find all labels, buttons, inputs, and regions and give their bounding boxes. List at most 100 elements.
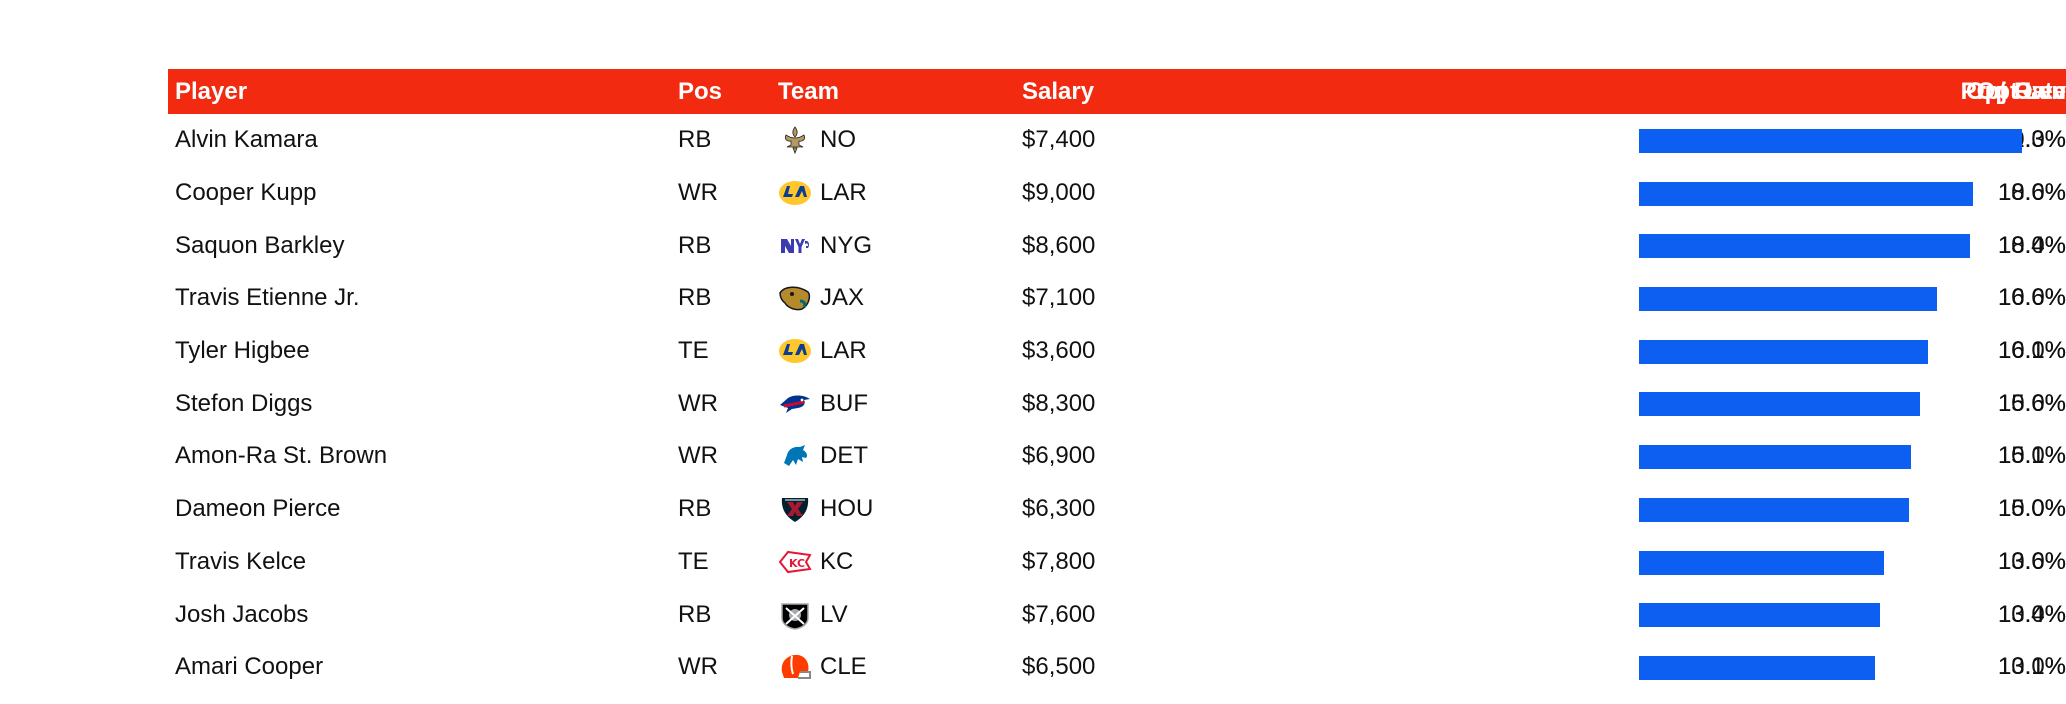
player-team: CLE xyxy=(778,641,867,694)
player-position: RB xyxy=(678,126,712,154)
player-name: Travis Etienne Jr. xyxy=(175,284,360,312)
player-position: RB xyxy=(678,600,712,628)
team-abbrev: LAR xyxy=(820,179,867,207)
player-position: RB xyxy=(678,495,712,523)
team-abbrev: DET xyxy=(820,442,868,470)
giants-logo-icon xyxy=(778,231,812,261)
col-header-opt-rate[interactable]: Opt Rate xyxy=(1965,77,2066,105)
opt-lev-bar xyxy=(1639,339,1928,364)
table-row[interactable]: Dameon Pierce RB HOU $6,300 0.0% 15.0% 1… xyxy=(168,483,2066,536)
raiders-logo-icon xyxy=(778,600,812,630)
opt-lev-bar-track xyxy=(1639,392,2059,417)
player-position: TE xyxy=(678,337,709,365)
table-row[interactable]: Amon-Ra St. Brown WR DET $6,900 0.0% 15.… xyxy=(168,430,2066,483)
opt-lev-bar xyxy=(1639,655,1875,680)
team-abbrev: LV xyxy=(820,600,848,628)
table-row[interactable]: Josh Jacobs RB LV $7,600 0.0% 13.4% 13.4… xyxy=(168,588,2066,641)
opt-rate-value: 16.6% xyxy=(1997,284,2066,312)
opt-lev-bar xyxy=(1639,392,1920,417)
team-abbrev: CLE xyxy=(820,653,867,681)
opt-lev-bar xyxy=(1639,445,1911,470)
opt-lev-bar-track xyxy=(1639,234,2059,259)
player-position: RB xyxy=(678,231,712,259)
opt-lev-bar-track xyxy=(1639,181,2059,206)
proj-own-value: 0.0% xyxy=(2011,600,2066,628)
proj-own-value: 0.0% xyxy=(2011,495,2066,523)
player-salary: $6,300 xyxy=(1022,495,1096,523)
player-position: WR xyxy=(678,442,718,470)
table-row[interactable]: Cooper Kupp WR LAR $9,000 0.0% 18.6% 18.… xyxy=(168,167,2066,220)
player-team: BUF xyxy=(778,377,868,430)
opt-lev-bar xyxy=(1639,497,1909,522)
player-position: WR xyxy=(678,653,718,681)
player-team: JAX xyxy=(778,272,864,325)
table-row[interactable]: Alvin Kamara RB NO $7,400 0.0% 21.3% 21.… xyxy=(168,114,2066,167)
opt-lev-bar-track xyxy=(1639,655,2059,680)
team-abbrev: KC xyxy=(820,547,854,575)
player-salary: $6,500 xyxy=(1022,653,1096,681)
proj-own-value: 0.0% xyxy=(2011,284,2066,312)
player-team: KC KC xyxy=(778,536,853,589)
proj-own-value: 0.0% xyxy=(2011,442,2066,470)
player-team: NYG xyxy=(778,219,872,272)
opt-rate-value: 15.0% xyxy=(1997,495,2066,523)
table-row[interactable]: Travis Etienne Jr. RB JAX $7,100 0.0% 16… xyxy=(168,272,2066,325)
opt-lev-value: 13.6% xyxy=(1997,547,2066,575)
texans-logo-icon xyxy=(778,494,812,524)
team-abbrev: NYG xyxy=(820,231,873,259)
team-abbrev: BUF xyxy=(820,389,868,417)
col-header-pos[interactable]: Pos xyxy=(678,77,723,105)
opt-lev-bar-track xyxy=(1639,129,2059,153)
opt-lev-value: 15.0% xyxy=(1997,495,2066,523)
lions-logo-icon xyxy=(778,441,812,471)
player-name: Alvin Kamara xyxy=(175,126,318,154)
player-salary: $7,800 xyxy=(1022,547,1096,575)
player-name: Josh Jacobs xyxy=(175,600,309,628)
opt-lev-bar xyxy=(1639,550,1884,575)
player-position: WR xyxy=(678,179,718,207)
team-abbrev: NO xyxy=(820,126,856,154)
opt-lev-bar xyxy=(1639,129,2022,153)
player-salary: $3,600 xyxy=(1022,337,1096,365)
jaguars-logo-icon xyxy=(778,283,812,313)
player-salary: $8,600 xyxy=(1022,231,1096,259)
proj-own-value: 0.0% xyxy=(2011,389,2066,417)
col-header-player[interactable]: Player xyxy=(175,77,248,105)
player-team: LAR xyxy=(778,167,867,220)
col-header-proj-own[interactable]: Proj Own xyxy=(1960,77,2066,105)
opt-lev-value: 13.4% xyxy=(1997,600,2066,628)
table-header: Player Pos Team Salary Proj Own Opt Rate… xyxy=(168,69,2066,114)
opt-lev-bar-track xyxy=(1639,603,2059,628)
opt-lev-value: 16.6% xyxy=(1997,284,2066,312)
table-row[interactable]: Stefon Diggs WR BUF $8,300 0.0% 15.6% 15… xyxy=(168,377,2066,430)
player-team: LAR xyxy=(778,325,867,378)
opt-rate-value: 13.4% xyxy=(1997,600,2066,628)
opt-lev-value: 15.6% xyxy=(1997,389,2066,417)
bills-logo-icon xyxy=(778,389,812,419)
opt-lev-value: 18.4% xyxy=(1997,231,2066,259)
table-row[interactable]: Tyler Higbee TE LAR $3,600 0.0% 16.1% 16… xyxy=(168,325,2066,378)
col-header-team[interactable]: Team xyxy=(778,77,839,105)
col-header-salary[interactable]: Salary xyxy=(1022,77,1095,105)
opt-lev-bar xyxy=(1639,234,1970,259)
player-position: RB xyxy=(678,284,712,312)
player-name: Tyler Higbee xyxy=(175,337,310,365)
opt-rate-value: 15.6% xyxy=(1997,389,2066,417)
player-salary: $7,400 xyxy=(1022,126,1096,154)
opt-rate-value: 18.4% xyxy=(1997,231,2066,259)
player-name: Travis Kelce xyxy=(175,547,307,575)
opt-lev-value: 16.1% xyxy=(1997,337,2066,365)
col-header-opt-lev[interactable]: Opt Lev xyxy=(1976,77,2066,105)
opt-lev-value: 15.1% xyxy=(1997,442,2066,470)
team-abbrev: HOU xyxy=(820,495,874,523)
player-name: Amari Cooper xyxy=(175,653,324,681)
player-name: Dameon Pierce xyxy=(175,495,341,523)
table-row[interactable]: Travis Kelce TE KC KC $7,800 0.0% 13.6% 1… xyxy=(168,536,2066,589)
opt-lev-bar-track xyxy=(1639,445,2059,470)
player-name: Cooper Kupp xyxy=(175,179,317,207)
table-row[interactable]: Saquon Barkley RB NYG $8,600 0.0% 18.4% … xyxy=(168,219,2066,272)
player-salary: $9,000 xyxy=(1022,179,1096,207)
table-row[interactable]: Amari Cooper WR CLE $6,500 0.0% 13.1% 13… xyxy=(168,641,2066,694)
opt-rate-value: 13.6% xyxy=(1997,547,2066,575)
proj-own-value: 0.0% xyxy=(2011,337,2066,365)
